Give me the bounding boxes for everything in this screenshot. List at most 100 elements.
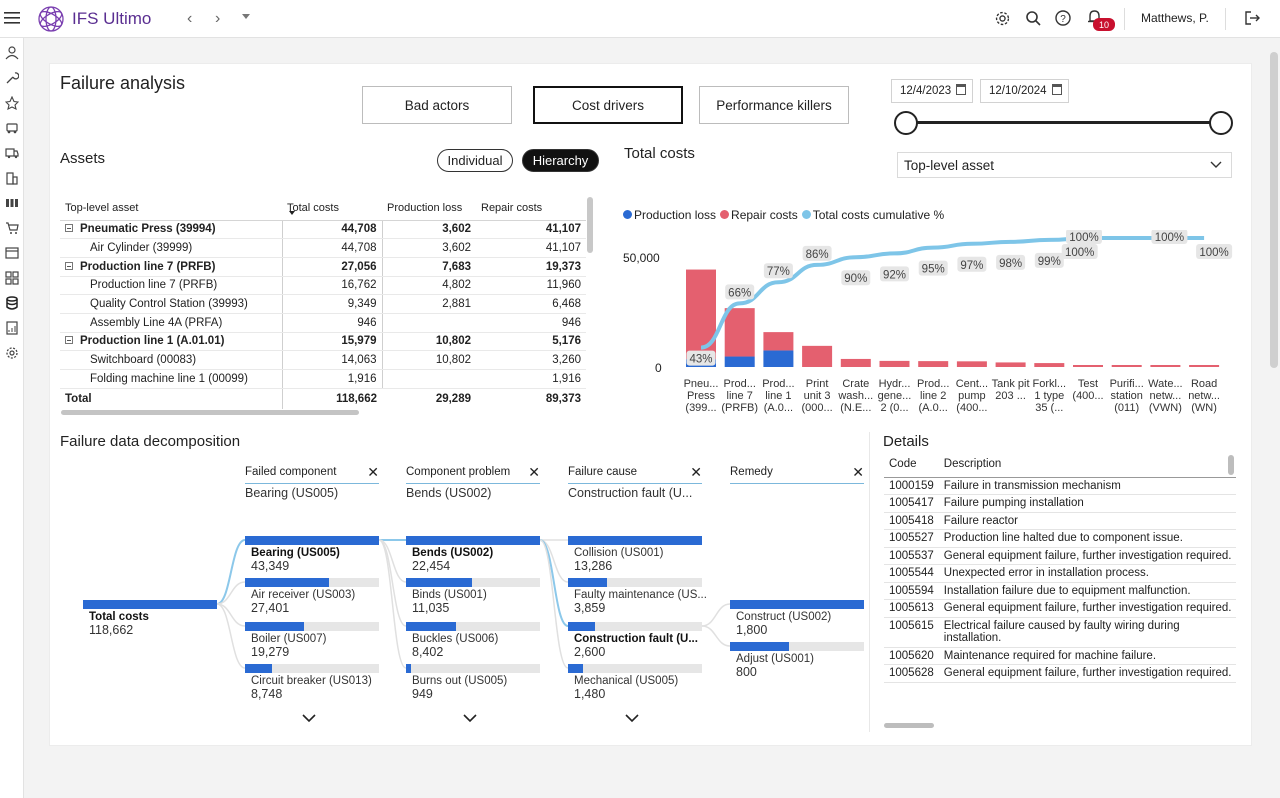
date-from-field[interactable]: 12/4/2023	[891, 79, 973, 103]
user-icon[interactable]	[3, 44, 20, 61]
table-row[interactable]: Quality Control Station (39993) 9,349 2,88…	[60, 294, 586, 314]
table-row[interactable]: Assembly Line 4A (PRFA) 946 946	[60, 313, 586, 333]
bar-repair-costs[interactable]	[802, 345, 833, 367]
expand-more-icon[interactable]	[302, 712, 316, 726]
bar-repair-costs[interactable]	[1073, 365, 1103, 367]
grid-icon[interactable]	[3, 269, 20, 286]
close-icon[interactable]: ✕	[852, 464, 864, 480]
building-icon[interactable]	[3, 169, 20, 186]
details-horizontal-scrollbar[interactable]	[884, 723, 934, 728]
table-row[interactable]: Air Cylinder (39999) 44,708 3,602 41,107	[60, 238, 586, 258]
wrench-icon[interactable]	[3, 69, 20, 86]
level-header: Remedy ✕	[730, 464, 864, 484]
close-icon[interactable]: ✕	[690, 464, 702, 480]
page-scrollbar[interactable]	[1270, 52, 1278, 368]
close-icon[interactable]: ✕	[367, 464, 379, 480]
bar-repair-costs[interactable]	[1111, 365, 1142, 367]
table-row[interactable]: 1005544 Unexpected error in installation …	[884, 564, 1237, 583]
database-icon[interactable]	[3, 294, 20, 311]
tab-performance-killers[interactable]: Performance killers	[699, 86, 849, 124]
bar-repair-costs[interactable]	[840, 358, 871, 367]
table-row[interactable]: Production line 1 (A.01.01) 15,979 10,802 5…	[60, 332, 586, 352]
details-vertical-scrollbar[interactable]	[1228, 455, 1234, 475]
assets-vertical-scrollbar[interactable]	[587, 197, 593, 253]
date-to-field[interactable]: 12/10/2024	[980, 79, 1069, 103]
bar-repair-costs[interactable]	[956, 361, 987, 367]
table-row[interactable]: Production line 7 (PRFB) 16,762 4,802 11,96…	[60, 276, 586, 296]
vehicle-icon[interactable]	[3, 119, 20, 136]
table-row[interactable]: 1005628 General equipment failure, furthe…	[884, 664, 1237, 683]
legend-production-loss[interactable]: Production loss	[623, 208, 716, 222]
bar-production-loss[interactable]	[763, 350, 794, 367]
bar-production-loss[interactable]	[724, 356, 755, 367]
legend-cumulative[interactable]: Total costs cumulative %	[801, 208, 944, 222]
col-header-repair-costs[interactable]: Repair costs	[476, 196, 586, 221]
table-row[interactable]: Pneumatic Press (39994) 44,708 3,602 41,107	[60, 220, 586, 240]
slider-handle-start[interactable]	[894, 111, 918, 135]
slider-handle-end[interactable]	[1209, 111, 1233, 135]
bar-repair-costs[interactable]	[879, 360, 910, 367]
col-header-production-loss[interactable]: Production loss	[382, 196, 476, 221]
assets-horizontal-scrollbar[interactable]	[61, 410, 359, 415]
table-row[interactable]: 1005527 Production line halted due to com…	[884, 529, 1237, 548]
individual-toggle[interactable]: Individual	[437, 149, 513, 172]
expand-more-icon[interactable]	[625, 712, 639, 726]
col-header-code[interactable]: Code	[884, 452, 939, 478]
col-header-top-level-asset[interactable]: Top-level asset	[60, 196, 282, 221]
hierarchy-toggle[interactable]: Hierarchy	[522, 149, 599, 172]
settings-gear-icon[interactable]	[993, 9, 1011, 27]
table-row[interactable]: 1000159 Failure in transmission mechanism	[884, 477, 1237, 495]
bar-repair-costs[interactable]	[1189, 365, 1220, 367]
collapse-icon[interactable]	[65, 336, 73, 345]
sign-out-icon[interactable]	[1243, 9, 1261, 27]
search-icon[interactable]	[1024, 9, 1042, 27]
calendar-icon[interactable]	[1052, 84, 1062, 95]
table-row[interactable]: Switchboard (00083) 14,063 10,802 3,260	[60, 350, 586, 370]
label-background	[1061, 244, 1098, 259]
table-row[interactable]: 1005620 Maintenance required for machine …	[884, 647, 1237, 665]
date-range-slider[interactable]	[893, 110, 1236, 136]
inventory-icon[interactable]	[3, 194, 20, 211]
table-row[interactable]: 1005594 Installation failure due to equip…	[884, 582, 1237, 600]
close-icon[interactable]: ✕	[528, 464, 540, 480]
bar-repair-costs[interactable]	[995, 362, 1026, 367]
star-icon[interactable]	[3, 94, 20, 111]
node-name: Circuit breaker (US013)	[251, 675, 372, 687]
cumulative-line[interactable]	[700, 236, 1205, 350]
table-row[interactable]: 1005613 General equipment failure, furthe…	[884, 599, 1237, 618]
table-row[interactable]: 1005418 Failure reactor	[884, 512, 1237, 530]
bar-repair-costs[interactable]	[763, 332, 794, 351]
calendar-icon[interactable]	[956, 84, 966, 95]
col-header-total-costs[interactable]: Total costs	[282, 196, 382, 221]
table-row[interactable]: Folding machine line 1 (00099) 1,916 1,916	[60, 369, 586, 389]
cart-icon[interactable]	[3, 219, 20, 236]
group-by-dropdown[interactable]: Top-level asset	[897, 152, 1232, 178]
bar-repair-costs[interactable]	[1150, 365, 1181, 367]
back-arrow-icon[interactable]: ‹	[187, 10, 193, 27]
hamburger-menu-icon[interactable]	[3, 9, 21, 27]
settings-icon[interactable]	[3, 344, 20, 361]
brand-logo[interactable]: IFS Ultimo	[36, 4, 151, 34]
bar-repair-costs[interactable]	[1034, 363, 1065, 367]
user-name[interactable]: Matthews, P.	[1141, 11, 1209, 25]
table-row[interactable]: Production line 7 (PRFB) 27,056 7,683 19,37…	[60, 257, 586, 277]
col-header-description[interactable]: Description	[938, 452, 1237, 478]
table-row[interactable]: 1005537 General equipment failure, furthe…	[884, 547, 1237, 565]
truck-icon[interactable]	[3, 144, 20, 161]
history-dropdown-icon[interactable]	[242, 14, 250, 19]
bar-repair-costs[interactable]	[724, 308, 755, 357]
legend-repair-costs[interactable]: Repair costs	[720, 208, 798, 222]
report-icon[interactable]	[3, 319, 20, 336]
tab-cost-drivers[interactable]: Cost drivers	[533, 86, 683, 124]
tab-bad-actors[interactable]: Bad actors	[362, 86, 512, 124]
decomposition-link	[378, 539, 407, 669]
collapse-icon[interactable]	[65, 224, 73, 233]
expand-more-icon[interactable]	[463, 712, 477, 726]
collapse-icon[interactable]	[65, 261, 73, 270]
help-icon[interactable]: ?	[1054, 9, 1072, 27]
window-icon[interactable]	[3, 244, 20, 261]
forward-arrow-icon[interactable]: ›	[215, 10, 221, 27]
table-row[interactable]: 1005615 Electrical failure caused by faul…	[884, 617, 1237, 648]
bar-repair-costs[interactable]	[918, 361, 949, 367]
table-row[interactable]: 1005417 Failure pumping installation	[884, 494, 1237, 513]
